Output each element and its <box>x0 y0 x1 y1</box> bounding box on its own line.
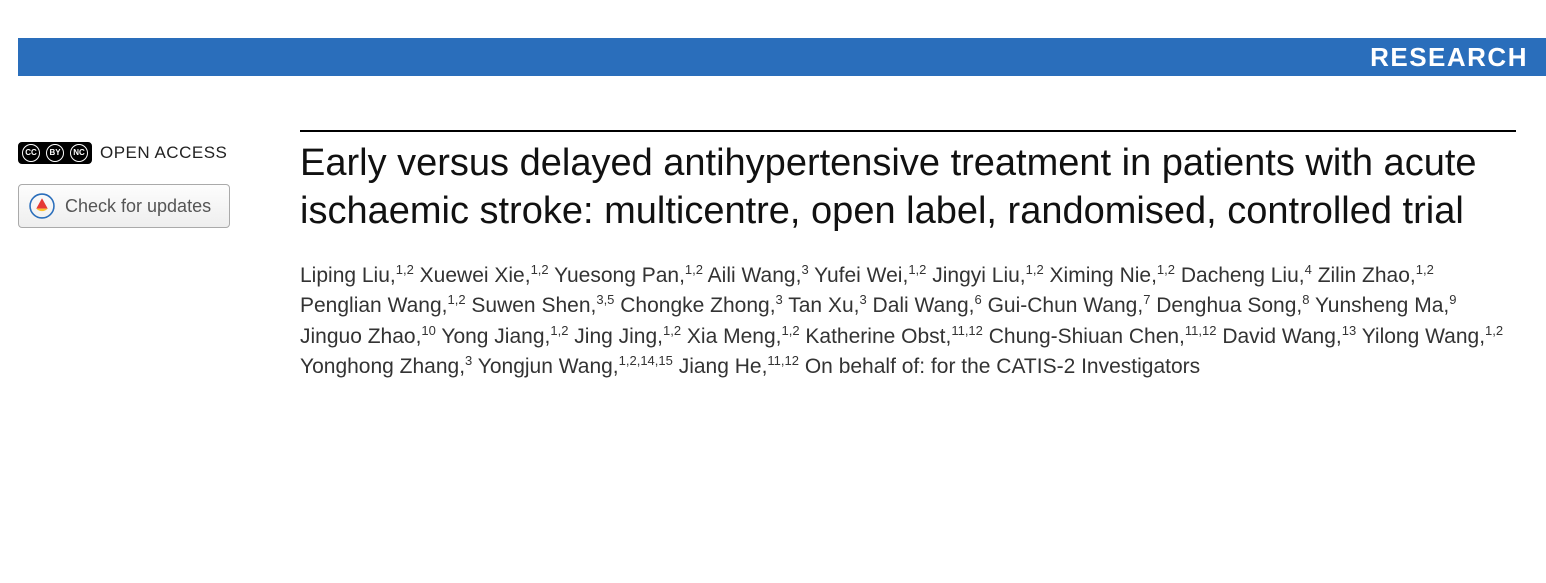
author-name: Yongjun Wang, <box>478 355 619 378</box>
crossmark-icon <box>29 193 55 219</box>
author-name: Aili Wang, <box>708 264 802 287</box>
author-affiliation: 1,2 <box>1157 262 1175 277</box>
left-sidebar: CC BY NC OPEN ACCESS Check for updates <box>18 142 278 228</box>
author-affiliation: 3 <box>465 353 472 368</box>
author-name: Suwen Shen, <box>471 294 596 317</box>
author-name: Zilin Zhao, <box>1318 264 1416 287</box>
author-name: Jingyi Liu, <box>932 264 1025 287</box>
author-name: Yilong Wang, <box>1362 325 1485 348</box>
check-updates-label: Check for updates <box>65 196 211 217</box>
author-name: Dali Wang, <box>873 294 975 317</box>
cc-license-badge: CC BY NC <box>18 142 92 164</box>
author-name: Jiang He, <box>679 355 768 378</box>
author-affiliation: 1,2 <box>685 262 703 277</box>
author-name: Dacheng Liu, <box>1181 264 1305 287</box>
author-name: Jinguo Zhao, <box>300 325 421 348</box>
author-name: Yonghong Zhang, <box>300 355 465 378</box>
author-affiliation: 3 <box>776 292 783 307</box>
author-name: Yong Jiang, <box>441 325 550 348</box>
author-affiliation: 11,12 <box>767 353 799 368</box>
author-affiliation: 1,2 <box>396 262 414 277</box>
author-name: Chongke Zhong, <box>620 294 775 317</box>
by-icon: BY <box>46 144 64 162</box>
author-affiliation: 11,12 <box>1185 323 1217 338</box>
on-behalf-text: On behalf of: for the CATIS-2 Investigat… <box>805 355 1200 378</box>
author-list: Liping Liu,1,2 Xuewei Xie,1,2 Yuesong Pa… <box>300 261 1516 383</box>
author-name: Chung-Shiuan Chen, <box>989 325 1185 348</box>
check-updates-button[interactable]: Check for updates <box>18 184 230 228</box>
section-banner: RESEARCH <box>18 38 1546 76</box>
author-affiliation: 1,2,14,15 <box>619 353 673 368</box>
author-name: David Wang, <box>1222 325 1341 348</box>
author-affiliation: 7 <box>1143 292 1150 307</box>
author-affiliation: 3 <box>801 262 808 277</box>
author-affiliation: 1,2 <box>908 262 926 277</box>
author-affiliation: 1,2 <box>663 323 681 338</box>
author-name: Yufei Wei, <box>814 264 908 287</box>
author-name: Tan Xu, <box>788 294 859 317</box>
title-rule <box>300 130 1516 132</box>
author-affiliation: 8 <box>1302 292 1309 307</box>
author-name: Liping Liu, <box>300 264 396 287</box>
author-name: Jing Jing, <box>574 325 663 348</box>
author-affiliation: 1,2 <box>550 323 568 338</box>
article-title: Early versus delayed antihypertensive tr… <box>300 140 1516 235</box>
author-affiliation: 3 <box>859 292 866 307</box>
author-affiliation: 1,2 <box>781 323 799 338</box>
article-header: Early versus delayed antihypertensive tr… <box>300 130 1516 383</box>
author-affiliation: 13 <box>1342 323 1356 338</box>
author-affiliation: 1,2 <box>531 262 549 277</box>
author-name: Katherine Obst, <box>805 325 951 348</box>
nc-icon: NC <box>70 144 88 162</box>
author-name: Gui-Chun Wang, <box>988 294 1144 317</box>
author-affiliation: 1,2 <box>1485 323 1503 338</box>
author-name: Denghua Song, <box>1156 294 1302 317</box>
section-label: RESEARCH <box>1370 42 1528 73</box>
author-affiliation: 11,12 <box>951 323 983 338</box>
author-name: Yunsheng Ma, <box>1315 294 1449 317</box>
author-affiliation: 4 <box>1305 262 1312 277</box>
author-affiliation: 9 <box>1449 292 1456 307</box>
author-affiliation: 1,2 <box>447 292 465 307</box>
open-access-label: OPEN ACCESS <box>100 143 227 163</box>
author-affiliation: 1,2 <box>1026 262 1044 277</box>
author-name: Yuesong Pan, <box>554 264 685 287</box>
author-affiliation: 10 <box>421 323 435 338</box>
author-name: Ximing Nie, <box>1050 264 1157 287</box>
author-affiliation: 1,2 <box>1416 262 1434 277</box>
cc-icon: CC <box>22 144 40 162</box>
author-name: Penglian Wang, <box>300 294 447 317</box>
author-name: Xuewei Xie, <box>420 264 531 287</box>
author-affiliation: 6 <box>974 292 981 307</box>
author-name: Xia Meng, <box>687 325 782 348</box>
author-affiliation: 3,5 <box>596 292 614 307</box>
open-access-row: CC BY NC OPEN ACCESS <box>18 142 278 164</box>
